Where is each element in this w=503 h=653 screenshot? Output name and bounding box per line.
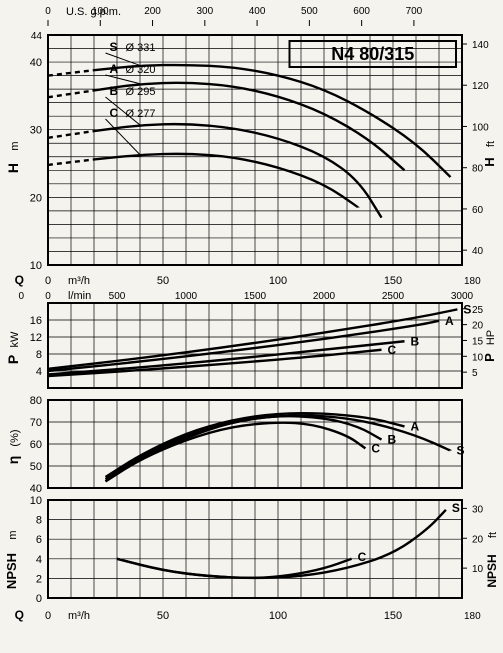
svg-text:0: 0 <box>18 291 24 302</box>
svg-text:S: S <box>463 302 471 316</box>
svg-text:40: 40 <box>30 483 42 495</box>
svg-text:Ø 331: Ø 331 <box>126 42 156 54</box>
pump-curve-chart: U.S. g.p.m.01002003004005006007001020304… <box>0 0 503 653</box>
svg-text:Ø 295: Ø 295 <box>126 86 156 98</box>
svg-text:m: m <box>7 530 19 539</box>
svg-text:100: 100 <box>472 122 489 133</box>
svg-text:S: S <box>110 40 118 54</box>
svg-text:10: 10 <box>30 495 42 507</box>
svg-text:m³/h: m³/h <box>68 275 90 287</box>
svg-text:2500: 2500 <box>382 291 405 302</box>
svg-text:20: 20 <box>30 192 42 204</box>
svg-text:4: 4 <box>36 554 42 566</box>
svg-text:4: 4 <box>36 366 42 378</box>
svg-text:12: 12 <box>30 332 42 344</box>
svg-text:30: 30 <box>472 504 484 515</box>
svg-text:3000: 3000 <box>451 291 474 302</box>
svg-text:8: 8 <box>36 515 42 527</box>
svg-text:C: C <box>358 550 367 564</box>
svg-text:Ø 320: Ø 320 <box>126 64 156 76</box>
svg-text:600: 600 <box>353 6 370 17</box>
svg-text:10: 10 <box>472 564 484 575</box>
svg-text:180: 180 <box>464 611 481 622</box>
svg-text:C: C <box>388 343 397 357</box>
svg-text:50: 50 <box>30 461 42 473</box>
svg-text:A: A <box>445 314 454 328</box>
svg-text:A: A <box>411 419 420 433</box>
svg-text:B: B <box>411 334 420 348</box>
svg-text:m: m <box>9 141 21 150</box>
svg-text:5: 5 <box>472 368 478 379</box>
svg-text:150: 150 <box>384 275 402 287</box>
svg-text:500: 500 <box>109 291 126 302</box>
svg-text:1500: 1500 <box>244 291 267 302</box>
svg-text:l/min: l/min <box>68 290 91 302</box>
svg-text:100: 100 <box>92 6 109 17</box>
svg-text:150: 150 <box>384 610 402 622</box>
svg-text:(%): (%) <box>9 429 21 446</box>
svg-text:NPSH: NPSH <box>485 554 499 587</box>
svg-text:120: 120 <box>472 81 489 92</box>
svg-text:0: 0 <box>45 610 51 622</box>
svg-text:NPSH: NPSH <box>4 553 19 589</box>
svg-text:40: 40 <box>472 246 484 257</box>
svg-text:1000: 1000 <box>175 291 198 302</box>
svg-text:70: 70 <box>30 417 42 429</box>
svg-text:S: S <box>457 444 465 458</box>
svg-text:0: 0 <box>45 275 51 287</box>
svg-text:140: 140 <box>472 40 489 51</box>
svg-text:H: H <box>482 157 497 166</box>
svg-text:25: 25 <box>472 305 484 316</box>
svg-text:0: 0 <box>45 6 51 17</box>
svg-text:2000: 2000 <box>313 291 336 302</box>
svg-text:C: C <box>371 441 380 455</box>
svg-text:B: B <box>110 84 119 98</box>
svg-text:200: 200 <box>144 6 161 17</box>
svg-text:0: 0 <box>45 291 51 302</box>
svg-text:kW: kW <box>9 331 21 348</box>
svg-text:ft: ft <box>485 141 497 147</box>
svg-text:HP: HP <box>485 330 497 345</box>
svg-text:500: 500 <box>301 6 318 17</box>
svg-text:A: A <box>110 62 119 76</box>
svg-text:S: S <box>452 501 460 515</box>
svg-text:60: 60 <box>472 205 484 216</box>
svg-text:100: 100 <box>269 275 287 287</box>
svg-text:100: 100 <box>269 610 287 622</box>
svg-text:44: 44 <box>31 31 43 42</box>
svg-text:40: 40 <box>30 57 42 69</box>
svg-text:P: P <box>5 355 21 364</box>
svg-text:50: 50 <box>157 610 169 622</box>
svg-text:16: 16 <box>30 315 42 327</box>
svg-text:400: 400 <box>249 6 266 17</box>
svg-text:80: 80 <box>30 395 42 407</box>
svg-text:C: C <box>110 106 119 120</box>
svg-text:B: B <box>388 433 397 447</box>
svg-text:180: 180 <box>464 276 481 287</box>
svg-text:60: 60 <box>30 439 42 451</box>
svg-text:Q: Q <box>15 608 24 622</box>
svg-text:300: 300 <box>196 6 213 17</box>
svg-text:8: 8 <box>36 349 42 361</box>
svg-text:10: 10 <box>30 260 42 272</box>
svg-text:20: 20 <box>472 534 484 545</box>
svg-text:Q: Q <box>15 273 24 287</box>
svg-text:15: 15 <box>472 336 484 347</box>
svg-text:6: 6 <box>36 534 42 546</box>
svg-text:Ø 277: Ø 277 <box>126 108 156 120</box>
svg-text:700: 700 <box>406 6 423 17</box>
svg-text:2: 2 <box>36 573 42 585</box>
svg-text:50: 50 <box>157 275 169 287</box>
svg-text:30: 30 <box>30 125 42 137</box>
svg-text:N4 80/315: N4 80/315 <box>331 44 414 64</box>
svg-text:η: η <box>5 456 21 465</box>
svg-text:H: H <box>5 163 21 173</box>
svg-text:0: 0 <box>36 593 42 605</box>
svg-text:P: P <box>482 353 497 362</box>
svg-text:m³/h: m³/h <box>68 610 90 622</box>
svg-text:20: 20 <box>472 321 484 332</box>
svg-text:ft: ft <box>487 532 499 538</box>
